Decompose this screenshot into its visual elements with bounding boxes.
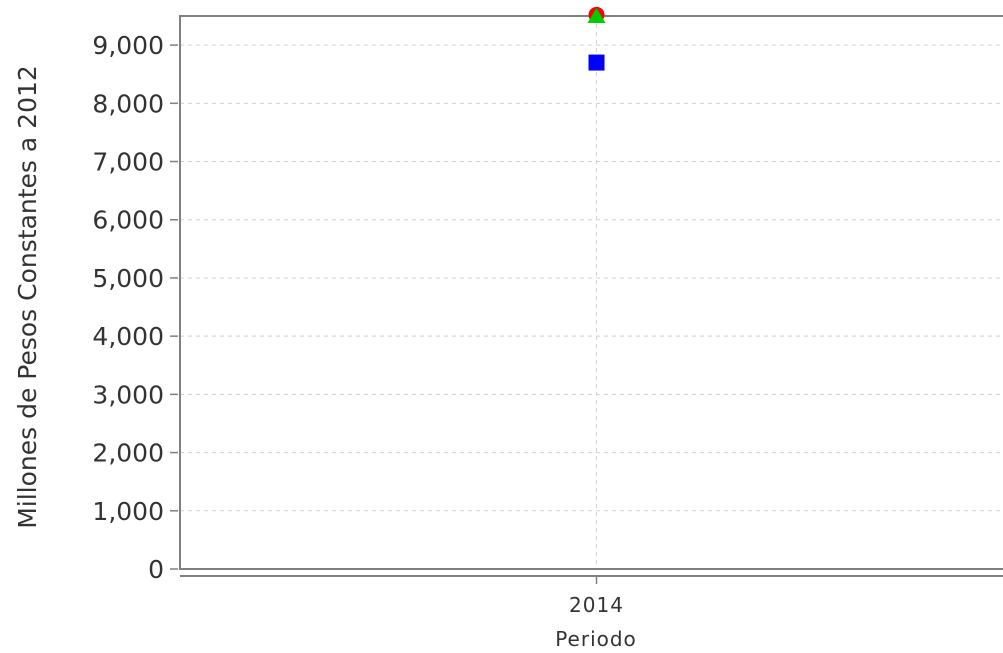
y-tick-label: 0 bbox=[148, 555, 164, 584]
y-axis-label: Millones de Pesos Constantes a 2012 bbox=[13, 65, 42, 529]
y-tick-label: 3,000 bbox=[92, 380, 164, 409]
data-point-triangle bbox=[587, 8, 606, 23]
data-points bbox=[587, 6, 606, 71]
y-tick-label: 9,000 bbox=[92, 31, 164, 60]
y-tick-label: 2,000 bbox=[92, 439, 164, 468]
data-point-square bbox=[588, 54, 605, 71]
y-tick-label: 8,000 bbox=[92, 89, 164, 118]
x-axis-label: Periodo bbox=[555, 627, 637, 651]
y-tick-label: 1,000 bbox=[92, 497, 164, 526]
y-tick-label: 6,000 bbox=[92, 206, 164, 235]
y-tick-label: 4,000 bbox=[92, 322, 164, 351]
y-tick-label: 5,000 bbox=[92, 264, 164, 293]
grid-lines bbox=[180, 16, 1003, 569]
y-tick-label: 7,000 bbox=[92, 148, 164, 177]
tick-labels: 0 1,000 2,000 3,000 4,000 5,000 6,000 7,000 8,00… bbox=[92, 31, 624, 617]
x-tick-label: 2014 bbox=[569, 593, 624, 617]
axes bbox=[170, 15, 1003, 584]
plot-frame bbox=[179, 15, 1003, 570]
